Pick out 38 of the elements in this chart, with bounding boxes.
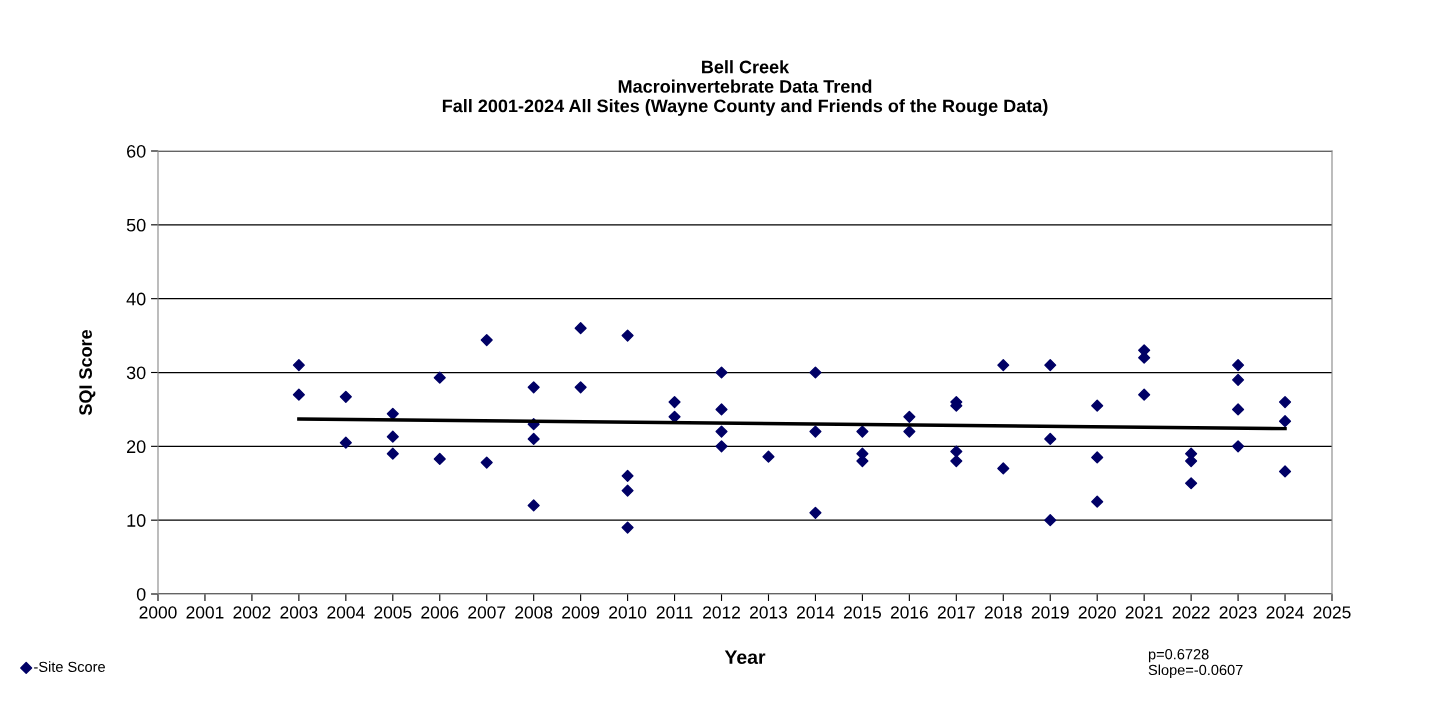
y-tick-label: 50 xyxy=(126,218,146,232)
y-tick-label: 30 xyxy=(126,366,146,380)
x-tick-label: 2021 xyxy=(1125,606,1163,619)
x-tick-label: 2012 xyxy=(703,606,740,619)
x-tick-label: 2023 xyxy=(1219,606,1257,619)
x-tick-label: 2017 xyxy=(937,606,975,619)
x-tick-label: 2011 xyxy=(656,606,693,619)
x-tick-label: 2002 xyxy=(233,606,271,619)
x-tick-label: 2015 xyxy=(843,606,881,619)
x-tick-label: 2018 xyxy=(984,606,1022,619)
x-axis-title: Year xyxy=(724,650,766,665)
x-tick-label: 2005 xyxy=(374,606,412,619)
x-tick-label: 2008 xyxy=(515,606,553,619)
x-tick-label: 2013 xyxy=(750,606,788,619)
text: p=0.6728 Slope=-0.0607 xyxy=(1148,649,1243,678)
x-tick-label: 2025 xyxy=(1313,606,1351,619)
legend-label: -Site Score xyxy=(34,661,105,672)
x-tick-label: 2019 xyxy=(1031,606,1069,619)
x-tick-label: 2010 xyxy=(609,606,647,619)
x-tick-label: 2020 xyxy=(1078,606,1116,619)
x-tick-label: 2007 xyxy=(468,606,506,619)
x-tick-label: 2009 xyxy=(562,606,600,619)
y-tick-label: 60 xyxy=(127,144,146,158)
x-tick-label: 2006 xyxy=(421,606,459,619)
y-axis-title: SQI Score xyxy=(79,329,96,416)
y-tick-label: 0 xyxy=(136,587,146,601)
x-tick-label: 2024 xyxy=(1266,606,1304,619)
x-tick-label: 2000 xyxy=(139,606,177,619)
x-tick-label: 2001 xyxy=(186,606,224,619)
x-tick-label: 2014 xyxy=(797,606,835,619)
x-tick-label: 2022 xyxy=(1172,606,1210,619)
y-tick-label: 40 xyxy=(126,292,146,306)
y-tick-label: 20 xyxy=(127,440,146,454)
chart-title: Bell Creek Macroinvertebrate Data Trend Fall 2001-2024 All Sites (Wayne County and Friends of the Rouge Data) xyxy=(442,60,1048,116)
x-tick-label: 2004 xyxy=(327,606,365,619)
x-tick-label: 2003 xyxy=(280,606,318,619)
x-tick-label: 2016 xyxy=(890,606,928,619)
y-tick-label: 10 xyxy=(127,514,146,527)
